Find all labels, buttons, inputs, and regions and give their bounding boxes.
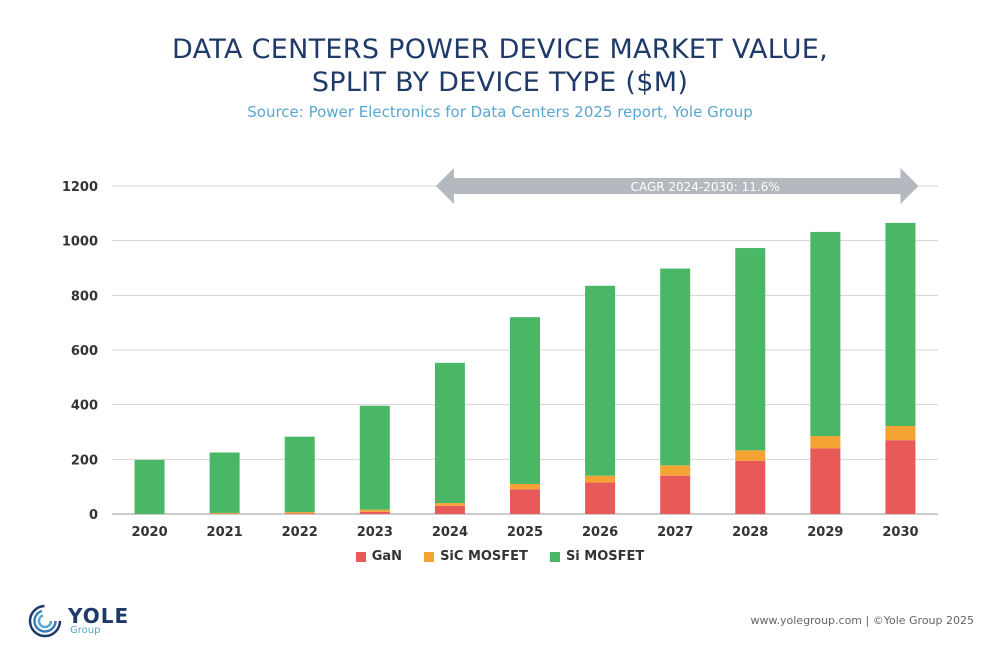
bar-gan-2022 [284, 513, 315, 514]
x-tick-label-2028: 2028 [732, 525, 768, 540]
chart-title: DATA CENTERS POWER DEVICE MARKET VALUE, … [0, 33, 1000, 99]
bar-gan-2028 [735, 460, 766, 514]
yole-logo-icon [28, 604, 62, 638]
legend-label-si: Si MOSFET [565, 549, 645, 564]
bar-gan-2030 [885, 440, 916, 514]
y-tick-label-0: 0 [89, 508, 98, 523]
y-tick-label-1000: 1000 [62, 235, 98, 250]
x-tick-label-2022: 2022 [282, 525, 318, 540]
x-tick-label-2025: 2025 [507, 525, 543, 540]
x-tick-label-2023: 2023 [357, 525, 393, 540]
x-tick-label-2029: 2029 [807, 525, 843, 540]
chart-title-line1: DATA CENTERS POWER DEVICE MARKET VALUE, [171, 34, 829, 65]
bar-si-2025 [510, 317, 540, 484]
x-tick-label-2021: 2021 [207, 525, 243, 540]
bar-si-2029 [810, 231, 841, 437]
chart-title-line2: SPLIT BY DEVICE TYPE ($M) [311, 67, 689, 98]
bar-sic-2025 [510, 483, 540, 490]
legend-swatch-sic [424, 551, 435, 562]
bar-gan-2023 [359, 511, 390, 514]
legend-item-sic: SiC MOSFET [424, 549, 528, 564]
bar-gan-2025 [510, 489, 540, 514]
bar-si-2020 [134, 459, 165, 514]
bar-sic-2024 [434, 503, 465, 506]
bar-gan-2024 [434, 505, 465, 514]
x-tick-label-2026: 2026 [582, 525, 618, 540]
bar-si-2021 [209, 452, 240, 513]
bar-sic-2028 [735, 450, 766, 461]
bar-si-2030 [885, 222, 916, 426]
bar-sic-2026 [585, 475, 616, 483]
bar-si-2028 [735, 248, 766, 451]
chart-subtitle: Source: Power Electronics for Data Cente… [247, 103, 753, 121]
bar-gan-2027 [660, 475, 691, 514]
logo-sub: Group [70, 625, 101, 636]
y-tick-label-600: 600 [71, 344, 98, 359]
legend-label-sic: SiC MOSFET [440, 549, 528, 564]
bar-gan-2029 [810, 448, 841, 514]
x-tick-label-2030: 2030 [882, 525, 918, 540]
legend-item-si: Si MOSFET [549, 549, 645, 564]
cagr-arrow [435, 168, 919, 204]
x-tick-label-2020: 2020 [131, 525, 167, 540]
footer-credit: www.yolegroup.com | ©Yole Group 2025 [750, 614, 974, 627]
bar-si-2027 [660, 268, 691, 466]
bar-si-2024 [434, 362, 465, 504]
y-tick-label-800: 800 [71, 289, 98, 304]
y-tick-label-1200: 1200 [62, 180, 98, 195]
logo-name: YOLE [68, 604, 130, 628]
legend-label-gan: GaN [371, 549, 403, 564]
y-tick-label-400: 400 [71, 399, 98, 414]
x-tick-label-2027: 2027 [657, 525, 693, 540]
bar-si-2023 [359, 405, 390, 510]
legend: GaN SiC MOSFET Si MOSFET [0, 549, 1000, 564]
bar-si-2022 [284, 436, 315, 513]
y-tick-label-200: 200 [71, 453, 98, 468]
bar-sic-2021 [209, 512, 240, 514]
legend-item-gan: GaN [355, 549, 403, 564]
bar-sic-2030 [885, 425, 916, 441]
x-tick-label-2024: 2024 [432, 525, 468, 540]
cagr-annotation-label: CAGR 2024-2030: 11.6% [631, 180, 780, 194]
legend-swatch-si [549, 551, 560, 562]
bar-si-2026 [585, 285, 616, 476]
bar-sic-2023 [359, 509, 390, 512]
bar-gan-2026 [585, 482, 616, 514]
bar-sic-2029 [810, 436, 841, 449]
bar-sic-2027 [660, 465, 691, 476]
legend-swatch-gan [355, 551, 366, 562]
yole-logo: YOLE Group [28, 604, 129, 638]
bar-sic-2022 [284, 512, 315, 514]
